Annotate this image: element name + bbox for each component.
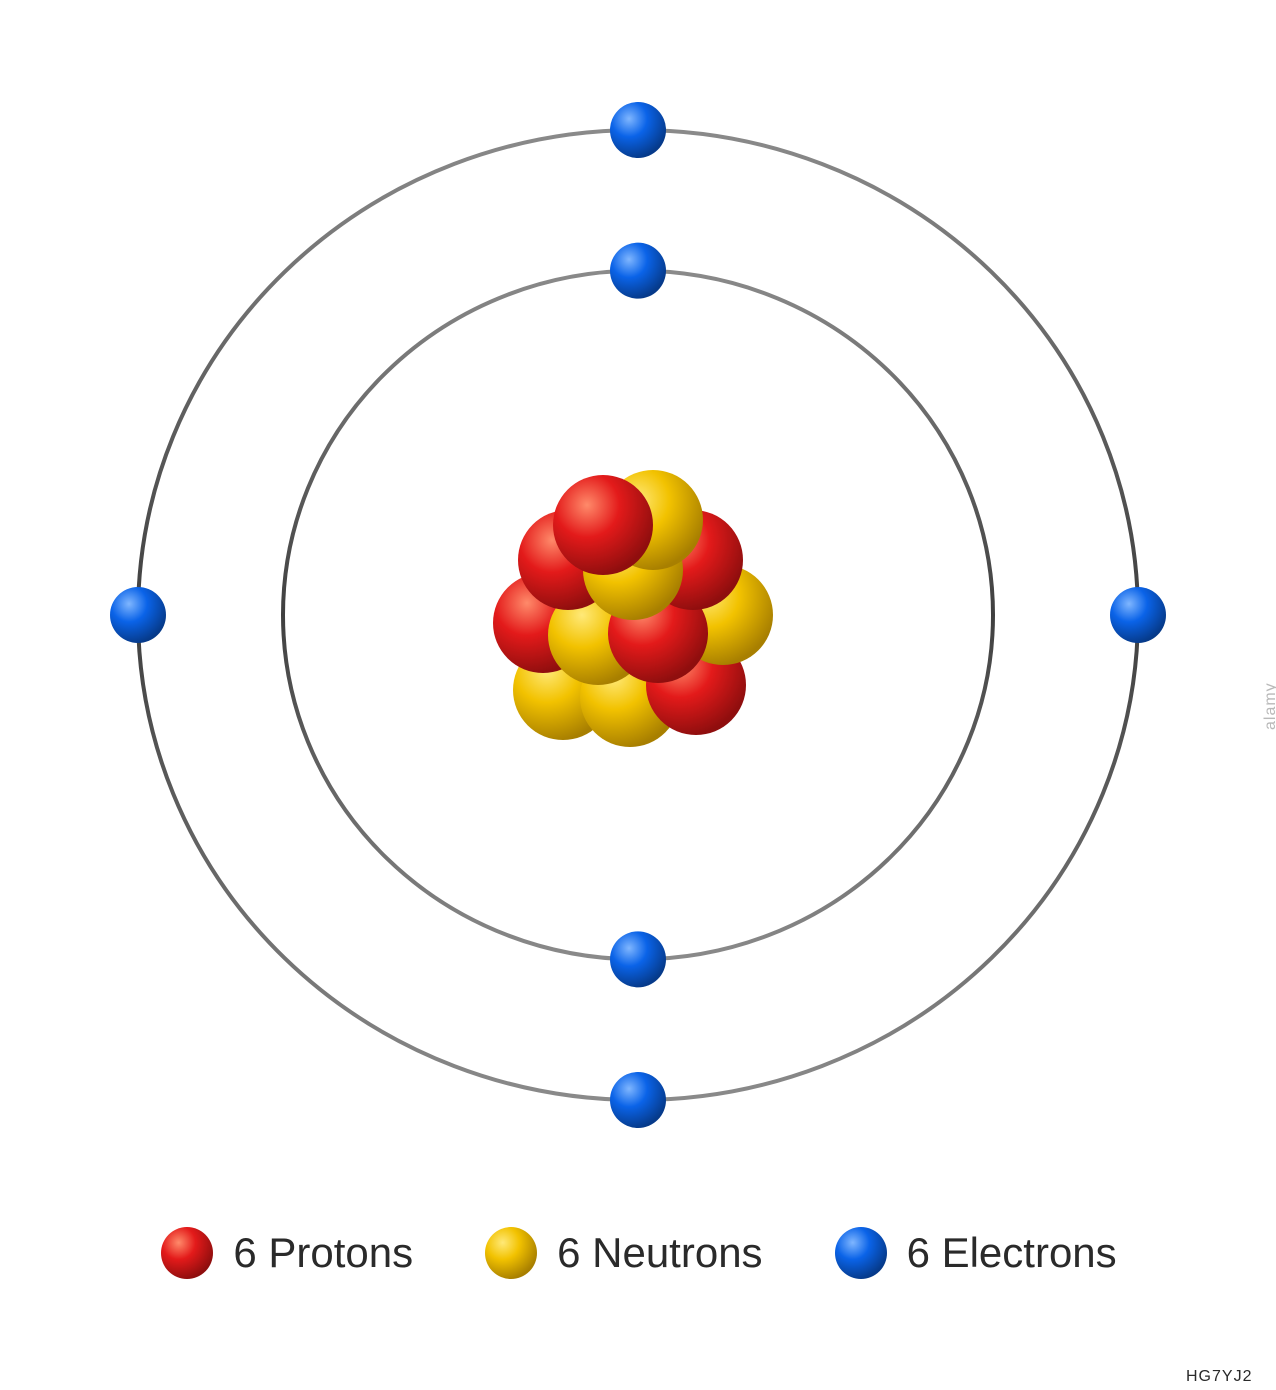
legend-item-proton: 6 Protons — [159, 1225, 413, 1281]
legend-item-electron: 6 Electrons — [833, 1225, 1117, 1281]
legend-item-neutron: 6 Neutrons — [483, 1225, 762, 1281]
legend-label-electron: 6 Electrons — [907, 1229, 1117, 1277]
electron-shell-1 — [610, 931, 666, 987]
proton-swatch-icon — [159, 1225, 215, 1281]
electron-shell-2 — [610, 1072, 666, 1128]
atom-diagram: 6 Protons 6 Neutrons 6 Electrons alamy HG7… — [0, 0, 1276, 1390]
atom-svg — [0, 0, 1276, 1390]
electron-shell-2 — [610, 102, 666, 158]
watermark-text: alamy — [1262, 682, 1276, 730]
neutron-swatch-icon — [483, 1225, 539, 1281]
legend-label-proton: 6 Protons — [233, 1229, 413, 1277]
electron-shell-2 — [110, 587, 166, 643]
legend-label-neutron: 6 Neutrons — [557, 1229, 762, 1277]
electron-shell-1 — [610, 243, 666, 299]
watermark-code: HG7YJ2 — [1186, 1368, 1252, 1386]
electron-swatch-icon — [833, 1225, 889, 1281]
electron-shell-2 — [1110, 587, 1166, 643]
nucleus-proton — [553, 475, 653, 575]
legend: 6 Protons 6 Neutrons 6 Electrons — [120, 1225, 1156, 1281]
